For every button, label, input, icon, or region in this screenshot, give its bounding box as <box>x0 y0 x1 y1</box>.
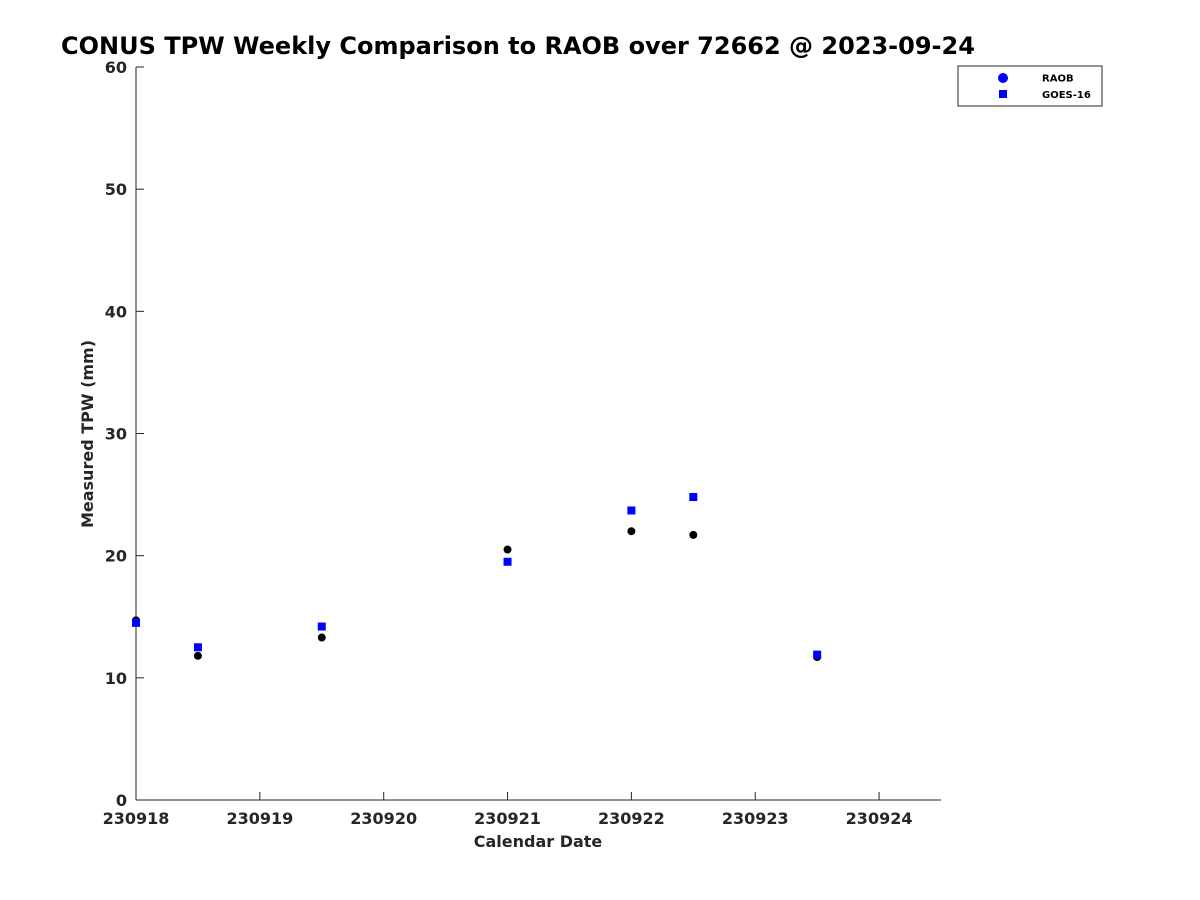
x-tick-label: 230922 <box>598 809 665 828</box>
goes16-point <box>503 557 512 566</box>
goes16-point <box>317 622 326 631</box>
raob-point <box>689 530 698 539</box>
y-tick-label: 10 <box>105 669 127 688</box>
x-tick-label: 230919 <box>226 809 293 828</box>
raob-point <box>193 651 202 660</box>
data-points <box>132 493 822 662</box>
legend-goes16-marker <box>999 90 1007 98</box>
chart-title: CONUS TPW Weekly Comparison to RAOB over… <box>61 32 975 60</box>
goes16-point <box>813 650 822 659</box>
legend-raob-label: RAOB <box>1042 74 1074 85</box>
goes16-point <box>193 643 202 652</box>
y-tick-label: 20 <box>105 547 127 566</box>
x-axis-label: Calendar Date <box>474 832 603 851</box>
goes16-point <box>132 618 140 627</box>
x-tick-label: 230923 <box>722 809 789 828</box>
raob-point <box>627 527 636 536</box>
goes16-point <box>627 506 636 515</box>
y-tick-label: 30 <box>105 425 127 444</box>
x-tick-label: 230918 <box>103 809 170 828</box>
x-tick-label: 230920 <box>350 809 417 828</box>
y-tick-label: 0 <box>116 791 127 810</box>
x-tick-label: 230921 <box>474 809 541 828</box>
x-ticks: 230918 230919 230920 230921 230922 230923 2309… <box>103 792 913 828</box>
legend-raob-marker <box>998 73 1008 83</box>
y-axis-label: Measured TPW (mm) <box>78 340 97 528</box>
goes16-point <box>689 493 698 502</box>
legend-box <box>957 65 1103 107</box>
y-tick-label: 40 <box>105 302 127 321</box>
legend: RAOB GOES-16 <box>957 65 1103 107</box>
y-tick-label: 60 <box>105 58 127 77</box>
plot-area <box>135 67 941 801</box>
y-tick-label: 50 <box>105 180 127 199</box>
raob-point <box>503 545 512 554</box>
y-ticks: 0 10 20 30 40 50 60 <box>105 58 144 810</box>
x-tick-label: 230924 <box>846 809 913 828</box>
raob-point <box>317 633 326 642</box>
legend-goes16-label: GOES-16 <box>1042 90 1091 101</box>
